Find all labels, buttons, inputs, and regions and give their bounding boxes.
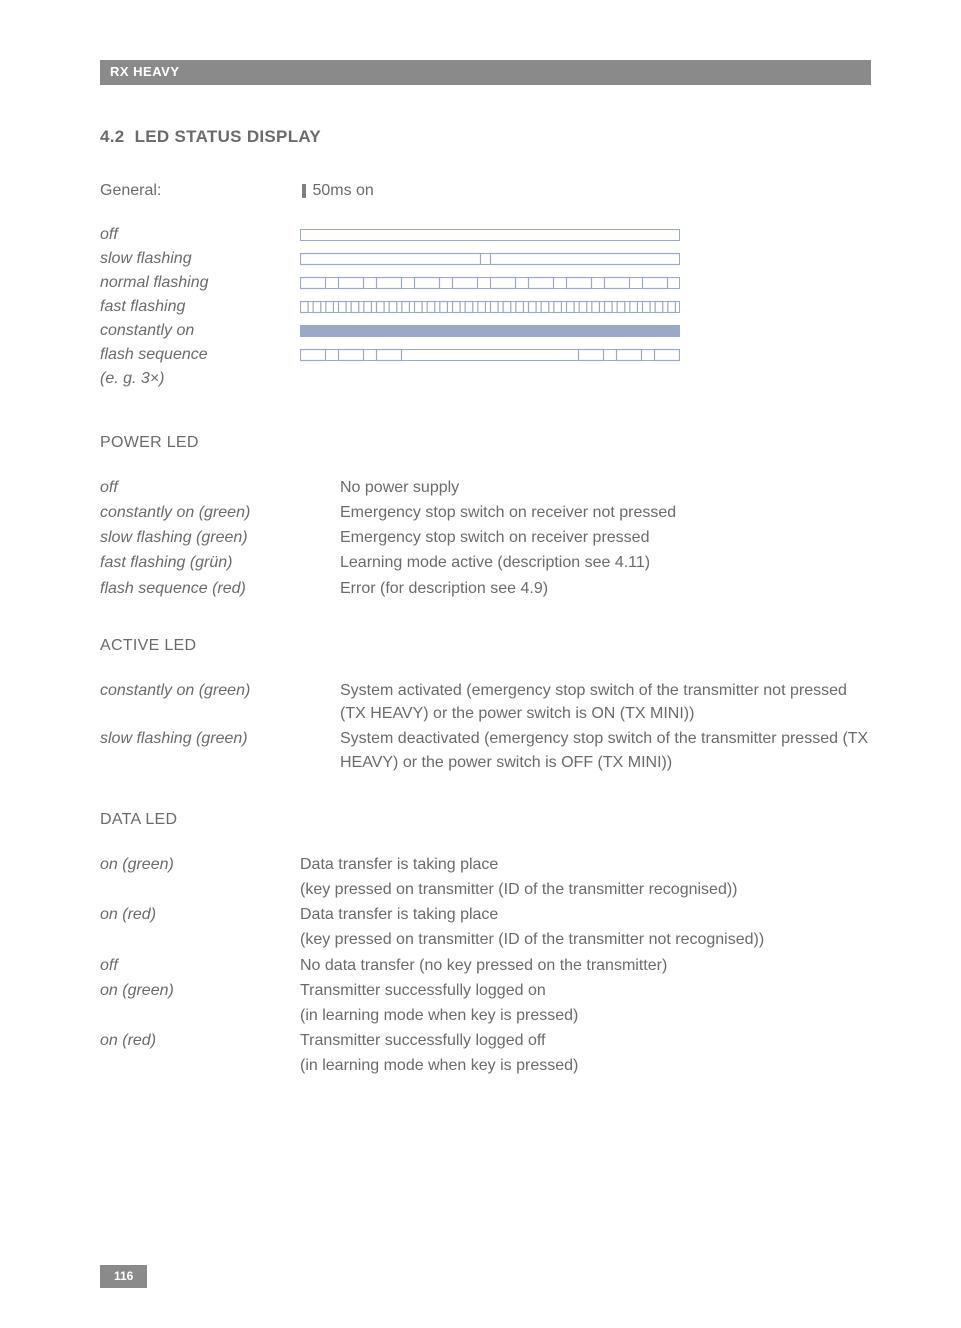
pattern-row: slow flashing [100, 247, 871, 271]
pattern-row: fast flashing [100, 295, 871, 319]
section-heading: LED STATUS DISPLAY [135, 127, 321, 146]
def-label: slow flashing (green) [100, 727, 340, 773]
def-label [100, 928, 300, 951]
pattern-label: slow flashing [100, 247, 300, 270]
def-value: (key pressed on transmitter (ID of the t… [300, 928, 871, 951]
def-row: offNo power supply [100, 476, 871, 499]
def-value: (in learning mode when key is pressed) [300, 1004, 871, 1027]
def-label: constantly on (green) [100, 679, 340, 725]
legend-tick-icon [300, 182, 308, 200]
def-value: No data transfer (no key pressed on the … [300, 954, 871, 977]
def-row: on (green)Data transfer is taking place [100, 853, 871, 876]
def-value: Error (for description see 4.9) [340, 577, 871, 600]
data-led-definitions: on (green)Data transfer is taking place(… [100, 853, 871, 1078]
def-value: Emergency stop switch on receiver not pr… [340, 501, 871, 524]
def-row: flash sequence (red)Error (for descripti… [100, 577, 871, 600]
def-row: fast flashing (grün)Learning mode active… [100, 551, 871, 574]
pattern-row: off [100, 223, 871, 247]
pattern-label: off [100, 223, 300, 246]
def-value: Transmitter successfully logged on [300, 979, 871, 1002]
pattern-bar [300, 228, 680, 242]
header-title: RX HEAVY [110, 64, 180, 79]
pattern-label: fast flashing [100, 295, 300, 318]
def-value: Learning mode active (description see 4.… [340, 551, 871, 574]
def-value: Data transfer is taking place [300, 853, 871, 876]
section-number: 4.2 [100, 127, 125, 146]
def-row: on (red)Data transfer is taking place [100, 903, 871, 926]
pattern-label: normal flashing [100, 271, 300, 294]
def-label: off [100, 476, 340, 499]
pattern-bar [300, 324, 680, 338]
section-title: 4.2 LED STATUS DISPLAY [100, 125, 871, 150]
pattern-row: normal flashing [100, 271, 871, 295]
general-legend-row: General: 50ms on [100, 179, 871, 202]
def-label: fast flashing (grün) [100, 551, 340, 574]
def-value: Transmitter successfully logged off [300, 1029, 871, 1052]
led-pattern-list: offslow flashingnormal flashingfast flas… [100, 223, 871, 391]
def-label [100, 1054, 300, 1077]
pattern-bar [300, 348, 680, 362]
header-bar: RX HEAVY [100, 60, 871, 85]
def-label: on (green) [100, 853, 300, 876]
def-value: (key pressed on transmitter (ID of the t… [300, 878, 871, 901]
def-row: (key pressed on transmitter (ID of the t… [100, 928, 871, 951]
active-led-heading: ACTIVE LED [100, 634, 871, 657]
def-value: No power supply [340, 476, 871, 499]
active-led-definitions: constantly on (green)System activated (e… [100, 679, 871, 774]
def-row: slow flashing (green)Emergency stop swit… [100, 526, 871, 549]
def-row: slow flashing (green)System deactivated … [100, 727, 871, 773]
def-value: System activated (emergency stop switch … [340, 679, 871, 725]
data-led-heading: DATA LED [100, 808, 871, 831]
def-label: on (green) [100, 979, 300, 1002]
def-value: Emergency stop switch on receiver presse… [340, 526, 871, 549]
def-row: on (red)Transmitter successfully logged … [100, 1029, 871, 1052]
pattern-row: (e. g. 3×) [100, 367, 871, 391]
legend-label: 50ms on [312, 182, 373, 199]
pattern-row: flash sequence [100, 343, 871, 367]
pattern-bar [300, 252, 680, 266]
def-label [100, 1004, 300, 1027]
def-value: System deactivated (emergency stop switc… [340, 727, 871, 773]
def-row: on (green)Transmitter successfully logge… [100, 979, 871, 1002]
def-row: offNo data transfer (no key pressed on t… [100, 954, 871, 977]
def-label: off [100, 954, 300, 977]
def-value: (in learning mode when key is pressed) [300, 1054, 871, 1077]
def-label: constantly on (green) [100, 501, 340, 524]
def-row: (key pressed on transmitter (ID of the t… [100, 878, 871, 901]
power-led-definitions: offNo power supplyconstantly on (green)E… [100, 476, 871, 600]
def-row: (in learning mode when key is pressed) [100, 1054, 871, 1077]
def-value: Data transfer is taking place [300, 903, 871, 926]
general-label: General: [100, 179, 300, 202]
pattern-label: flash sequence [100, 343, 300, 366]
pattern-bar [300, 276, 680, 290]
def-label: on (red) [100, 1029, 300, 1052]
def-row: (in learning mode when key is pressed) [100, 1004, 871, 1027]
general-legend: 50ms on [300, 179, 374, 202]
def-label: flash sequence (red) [100, 577, 340, 600]
pattern-row: constantly on [100, 319, 871, 343]
page-number: 116 [100, 1265, 147, 1288]
def-row: constantly on (green)Emergency stop swit… [100, 501, 871, 524]
pattern-bar [300, 300, 680, 314]
pattern-label: (e. g. 3×) [100, 367, 300, 390]
power-led-heading: POWER LED [100, 431, 871, 454]
def-label: slow flashing (green) [100, 526, 340, 549]
pattern-label: constantly on [100, 319, 300, 342]
def-label [100, 878, 300, 901]
def-label: on (red) [100, 903, 300, 926]
def-row: constantly on (green)System activated (e… [100, 679, 871, 725]
